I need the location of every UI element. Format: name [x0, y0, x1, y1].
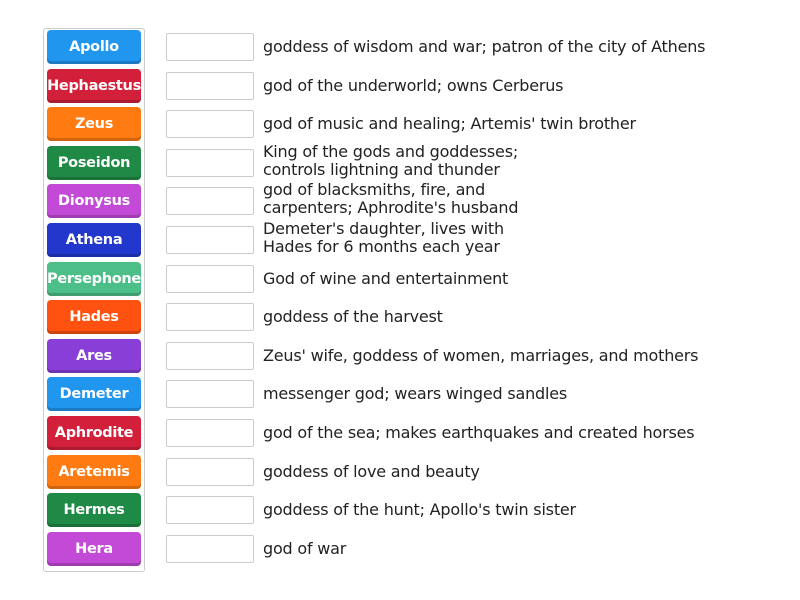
description-text: goddess of love and beauty: [263, 461, 480, 481]
drop-target-box[interactable]: [166, 110, 254, 139]
answer-tile[interactable]: Persephone: [47, 261, 141, 296]
description-text: god of the underworld; owns Cerberus: [263, 75, 564, 95]
description-text: goddess of the harvest: [263, 307, 443, 327]
drop-target-box[interactable]: [166, 419, 254, 447]
answer-tile[interactable]: Aphrodite: [47, 416, 141, 450]
answer-tile[interactable]: Hades: [47, 300, 141, 335]
drop-target-box[interactable]: [166, 303, 254, 332]
description-text: god of war: [263, 538, 347, 558]
drop-target-box[interactable]: [166, 71, 254, 100]
drop-target-box[interactable]: [166, 457, 254, 486]
description-text: Demeter's daughter, lives with Hades for…: [263, 219, 504, 256]
description-text: King of the gods and goddesses; controls…: [263, 141, 519, 179]
description-text: goddess of wisdom and war; patron of the…: [263, 37, 706, 56]
answer-tile[interactable]: Ares: [47, 338, 141, 373]
answer-tile[interactable]: Aretemis: [47, 454, 141, 489]
answer-tile[interactable]: Athena: [47, 223, 141, 257]
answer-tile[interactable]: Hera: [47, 531, 141, 566]
drop-target-box[interactable]: [166, 264, 254, 293]
drop-target-box[interactable]: [166, 226, 254, 254]
answer-tile[interactable]: Hephaestus: [47, 68, 141, 103]
answer-tile[interactable]: Hermes: [47, 493, 141, 528]
drop-target-box[interactable]: [166, 534, 254, 563]
drop-target-box[interactable]: [166, 496, 254, 525]
description-text: God of wine and entertainment: [263, 268, 509, 288]
answer-tile[interactable]: Poseidon: [47, 145, 141, 180]
drop-target-box[interactable]: [166, 148, 254, 177]
drop-target-box[interactable]: [166, 187, 254, 216]
description-text: messenger god; wears winged sandles: [263, 384, 568, 404]
description-text: goddess of the hunt; Apollo's twin siste…: [263, 500, 576, 520]
drop-target-box[interactable]: [166, 380, 254, 409]
description-text: god of blacksmiths, fire, and carpenters…: [263, 180, 519, 218]
drop-target-box[interactable]: [166, 33, 254, 61]
answer-tile[interactable]: Dionysus: [47, 184, 141, 219]
description-text: god of the sea; makes earthquakes and cr…: [263, 423, 695, 442]
description-text: Zeus' wife, goddess of women, marriages,…: [263, 345, 699, 365]
answer-tile[interactable]: Zeus: [47, 107, 141, 142]
description-text: god of music and healing; Artemis' twin …: [263, 114, 636, 134]
answer-tile[interactable]: Demeter: [47, 377, 141, 412]
answer-tile[interactable]: Apollo: [47, 30, 141, 64]
drop-target-box[interactable]: [166, 341, 254, 370]
tile-bank: [43, 28, 145, 572]
